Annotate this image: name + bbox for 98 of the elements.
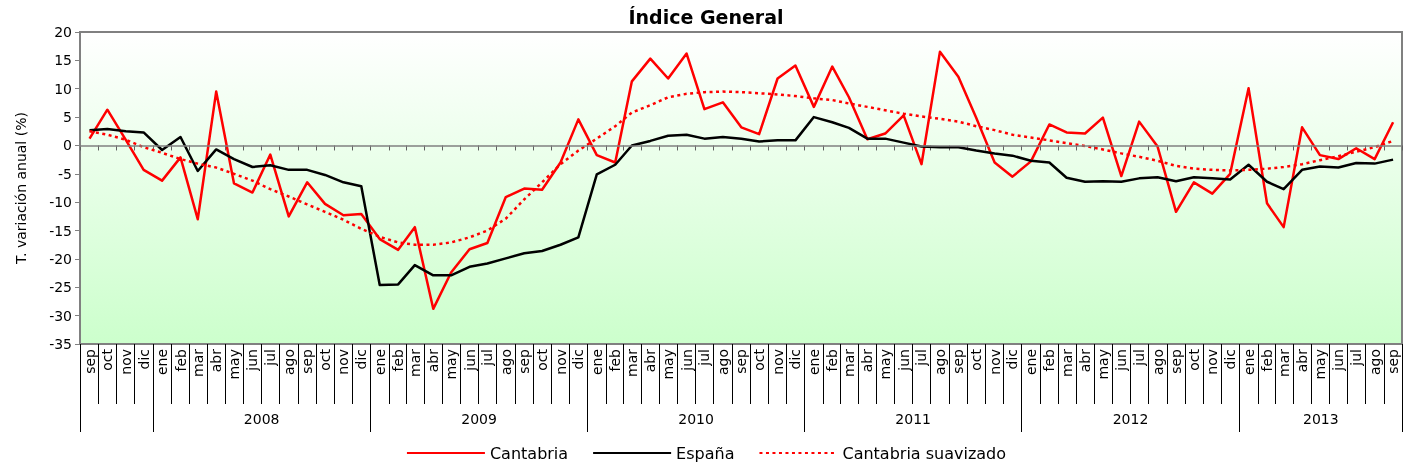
text: 2011: [895, 411, 931, 427]
x-tick-label: abr: [1077, 348, 1094, 373]
x-tick-label: sep: [299, 348, 316, 374]
y-tick-label: -20: [49, 250, 72, 267]
x-tick-label: dic: [1004, 349, 1021, 370]
y-tick-label: 5: [63, 109, 72, 126]
y-tick-label: 0: [63, 137, 72, 154]
x-tick-label: nov: [335, 349, 352, 375]
x-tick-label: jul: [913, 349, 930, 367]
x-tick-label: mar: [406, 348, 423, 377]
x-tick-label: jul: [262, 349, 279, 367]
x-tick-label: feb: [172, 348, 189, 372]
x-tick-label: jul: [479, 349, 496, 367]
x-tick-label: ene: [1240, 349, 1257, 376]
x-tick-label: feb: [607, 348, 624, 372]
y-tick-label: -15: [49, 222, 72, 239]
x-tick-label: oct: [317, 348, 334, 371]
x-tick-label: sep: [516, 348, 533, 374]
x-tick-label: mar: [623, 348, 640, 377]
x-tick-label: may: [660, 349, 677, 380]
x-tick-label: dic: [353, 349, 370, 370]
x-tick-label: oct: [968, 348, 985, 371]
x-tick-label: oct: [534, 348, 551, 371]
x-tick-label: abr: [208, 348, 225, 373]
x-tick-label: nov: [117, 349, 134, 375]
x-tick-label: ago: [714, 349, 731, 376]
x-tick-label: feb: [1041, 348, 1058, 372]
x-tick-label: ago: [1366, 349, 1383, 376]
x-tick-label: may: [443, 349, 460, 380]
x-tick-label: ene: [588, 349, 605, 376]
legend-label: Cantabria suavizado: [842, 443, 1007, 463]
x-tick-label: nov: [986, 349, 1003, 375]
y-tick-label: 15: [54, 52, 72, 69]
x-tick-label: ago: [280, 349, 297, 376]
y-tick-label: -30: [49, 307, 72, 324]
x-tick-label: dic: [787, 349, 804, 370]
chart-title: Índice General: [628, 5, 784, 28]
x-tick-label: mar: [840, 348, 857, 377]
text: 2009: [461, 411, 497, 427]
x-tick-label: ago: [931, 349, 948, 376]
line-series: [88, 115, 1395, 287]
x-tick-label: jun: [678, 349, 695, 372]
x-tick-label: abr: [859, 348, 876, 373]
y-tick-label: -10: [49, 194, 72, 211]
x-tick-label: ago: [1149, 349, 1166, 376]
x-tick-label: mar: [1275, 348, 1292, 377]
text: 2008: [243, 411, 280, 427]
x-tick-label: abr: [642, 348, 659, 373]
y-axis-title: T. variación anual (%): [13, 112, 29, 265]
x-tick-label: jun: [244, 349, 261, 372]
x-tick-label: jul: [1348, 349, 1365, 367]
text: 2012: [1112, 411, 1149, 427]
x-tick-label: dic: [570, 349, 587, 370]
text: 2013: [1303, 411, 1339, 427]
x-tick-label: ene: [371, 349, 388, 376]
legend-label: Cantabria: [489, 443, 569, 463]
x-tick-label: dic: [135, 349, 152, 370]
x-tick-label: dic: [1222, 349, 1239, 370]
x-tick-label: mar: [1058, 348, 1075, 377]
y-tick-label: -35: [49, 336, 72, 352]
x-tick-label: abr: [425, 348, 442, 373]
text: 2010: [678, 411, 714, 427]
y-tick-label: -5: [58, 165, 72, 182]
x-tick-label: nov: [769, 349, 786, 375]
x-tick-label: oct: [751, 348, 768, 371]
x-tick-label: jun: [1330, 349, 1347, 372]
x-tick-label: feb: [824, 348, 841, 372]
x-tick-label: sep: [733, 348, 750, 374]
x-tick-label: ene: [154, 349, 171, 376]
x-tick-label: feb: [390, 348, 407, 372]
x-tick-label: abr: [1294, 348, 1311, 373]
x-tick-label: ago: [497, 349, 514, 376]
x-tick-label: jun: [461, 349, 478, 372]
x-tick-label: may: [877, 349, 894, 380]
x-tick-label: nov: [552, 349, 569, 375]
x-tick-label: sep: [950, 348, 967, 374]
y-tick-label: 20: [54, 24, 72, 40]
x-tick-label: oct: [99, 348, 116, 371]
x-tick-label: jun: [1113, 349, 1130, 372]
x-tick-label: sep: [1168, 348, 1185, 374]
x-tick-label: sep: [1385, 348, 1402, 374]
y-tick-label: 10: [54, 80, 72, 97]
x-tick-label: sep: [81, 348, 98, 374]
x-tick-label: mar: [189, 348, 206, 377]
x-tick-label: jul: [1131, 349, 1148, 367]
x-tick-label: may: [1311, 349, 1328, 380]
x-tick-label: feb: [1259, 348, 1275, 372]
x-tick-label: oct: [1185, 348, 1202, 371]
x-tick-label: ene: [805, 349, 822, 376]
x-tick-label: may: [1094, 349, 1111, 380]
legend-label: España: [676, 443, 735, 463]
y-tick-label: -25: [49, 279, 72, 296]
line-series: [88, 50, 1395, 311]
x-tick-label: jun: [895, 349, 912, 372]
x-tick-label: ene: [1022, 349, 1039, 376]
x-tick-label: nov: [1204, 349, 1221, 375]
x-tick-label: may: [226, 349, 243, 380]
x-tick-label: jul: [696, 349, 713, 367]
